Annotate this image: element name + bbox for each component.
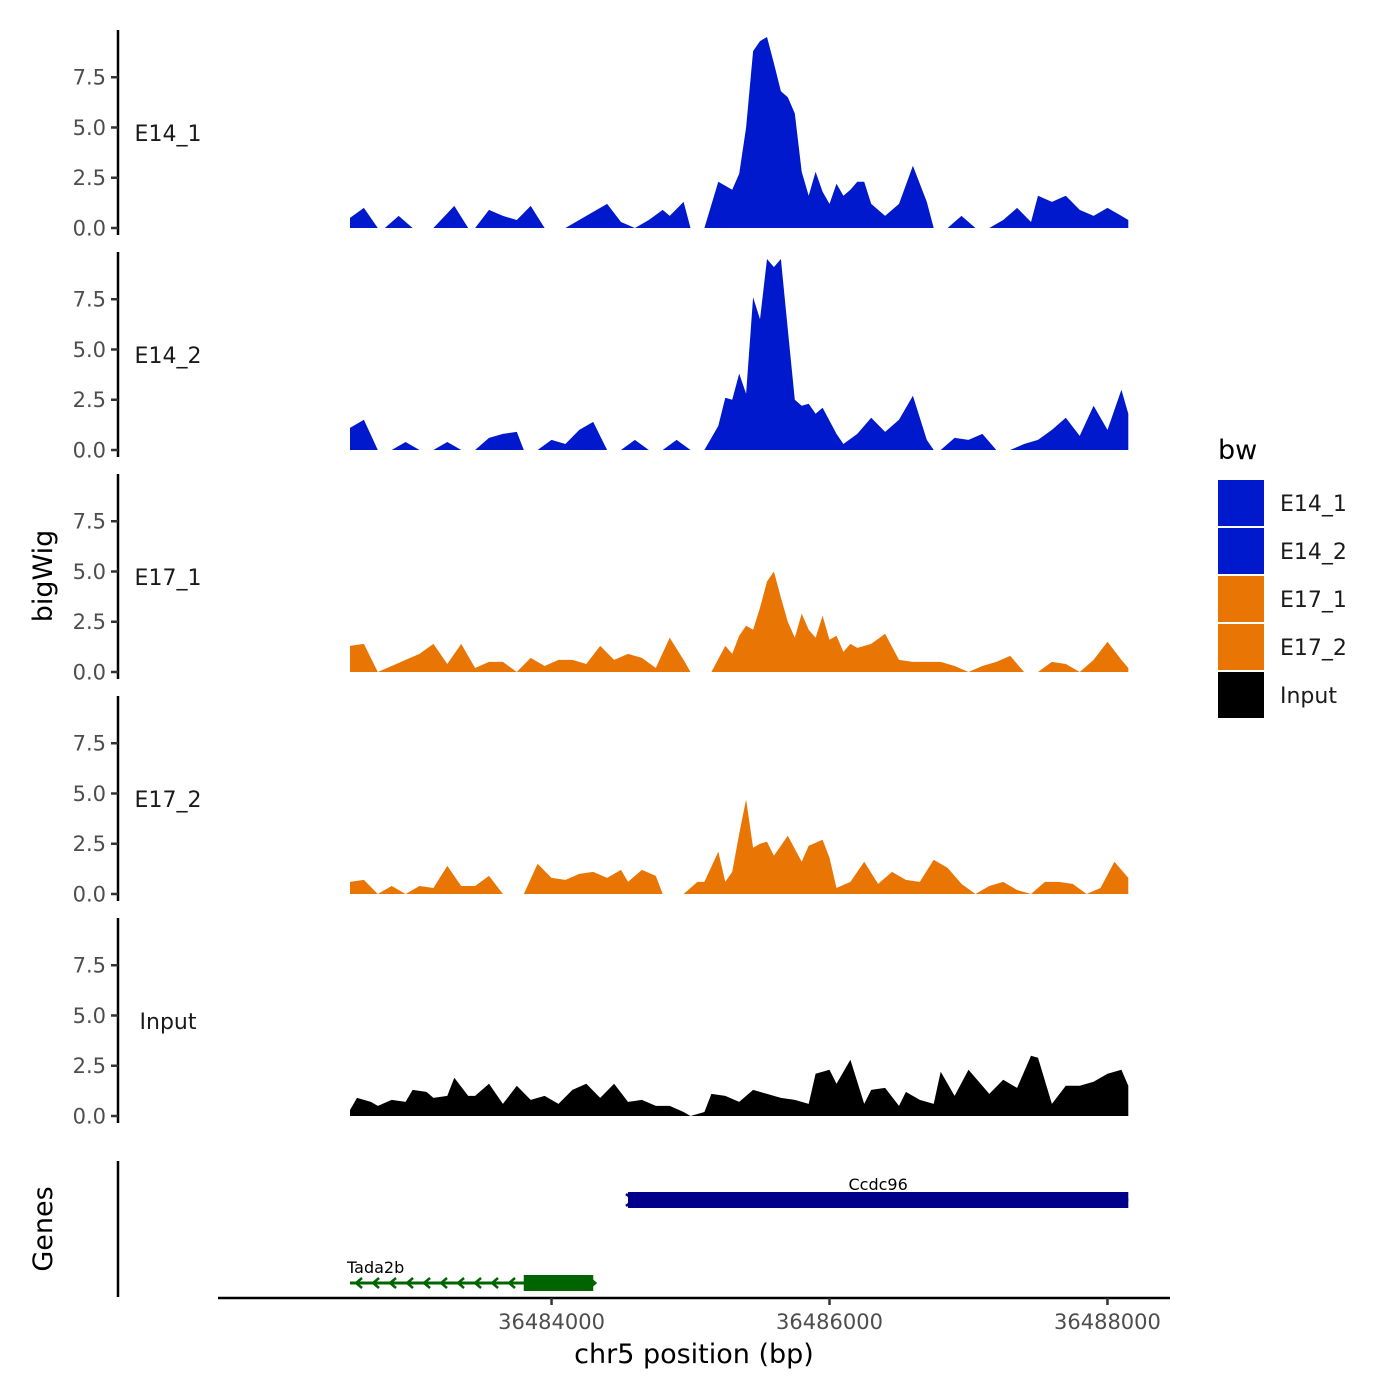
y-tick-label: 2.5	[73, 388, 106, 412]
y-tick-label: 5.0	[73, 116, 106, 140]
y-tick-label: 7.5	[73, 66, 106, 90]
y-axis-title: bigWig	[28, 530, 59, 623]
y-tick-label: 5.0	[73, 560, 106, 584]
legend-label: E14_2	[1280, 540, 1347, 565]
x-tick-label: 36484000	[498, 1310, 605, 1334]
y-tick-label: 2.5	[73, 610, 106, 634]
strand-arrow-icon	[405, 1277, 414, 1289]
gene-label: Tada2b	[346, 1258, 404, 1277]
y-tick-label: 5.0	[73, 338, 106, 362]
y-tick-label: 7.5	[73, 510, 106, 534]
axes: 36484000 36486000 36488000	[116, 1161, 1170, 1334]
y-tick-label: 0.0	[73, 1105, 106, 1129]
gene-end-mark	[587, 1276, 598, 1290]
legend-title: bw	[1218, 435, 1257, 466]
legend-swatch	[1218, 576, 1264, 622]
strand-arrow-icon	[354, 1277, 363, 1289]
coverage-area	[350, 259, 1129, 450]
track-e17-2: E17_2 0.0 2.5 5.0 7.5	[73, 696, 1129, 907]
legend-label: E14_1	[1280, 492, 1347, 517]
y-tick-label: 7.5	[73, 732, 106, 756]
track-e17-1: E17_1 0.0 2.5 5.0 7.5	[73, 474, 1129, 685]
y-tick-label: 7.5	[73, 288, 106, 312]
gene-ccdc96: Ccdc96	[625, 1175, 1129, 1208]
legend-swatch	[1218, 624, 1264, 670]
track-label: E14_2	[135, 344, 202, 369]
track-label: Input	[140, 1010, 197, 1035]
strand-arrow-icon	[422, 1277, 431, 1289]
y-tick-label: 2.5	[73, 832, 106, 856]
coverage-tracks: E14_1 0.0 2.5 5.0 7.5 E14_2 0.0 2.5 5.0 7.5 E17_1 0…	[73, 30, 1129, 1129]
gene-tada2b: Tada2b	[346, 1258, 598, 1291]
strand-arrow-icon	[473, 1277, 482, 1289]
gene-label: Ccdc96	[849, 1175, 908, 1194]
track-label: E17_1	[135, 566, 202, 591]
x-tick-label: 36486000	[776, 1310, 883, 1334]
y-tick-label: 0.0	[73, 439, 106, 463]
gene-exon-block	[627, 1192, 1129, 1208]
strand-arrow-icon	[388, 1277, 397, 1289]
track-input: Input 0.0 2.5 5.0 7.5	[73, 918, 1129, 1129]
legend: E14_1 E14_2 E17_1 E17_2 Input	[1218, 480, 1347, 718]
strand-arrow-icon	[456, 1277, 465, 1289]
strand-arrow-icon	[507, 1277, 516, 1289]
gene-track: Tada2b Ccdc96	[346, 1175, 1129, 1291]
x-axis-title: chr5 position (bp)	[574, 1339, 814, 1370]
y-tick-label: 2.5	[73, 166, 106, 190]
y-tick-label: 7.5	[73, 954, 106, 978]
gene-exon-block	[523, 1275, 594, 1291]
legend-label: Input	[1280, 684, 1337, 709]
y-tick-label: 0.0	[73, 661, 106, 685]
y-tick-label: 5.0	[73, 1004, 106, 1028]
strand-arrow-icon	[439, 1277, 448, 1289]
legend-swatch	[1218, 528, 1264, 574]
track-label: E17_2	[135, 788, 202, 813]
y-tick-label: 2.5	[73, 1054, 106, 1078]
x-tick-label: 36488000	[1054, 1310, 1161, 1334]
coverage-area	[350, 1055, 1129, 1116]
coverage-area	[350, 799, 1129, 894]
track-e14-2: E14_2 0.0 2.5 5.0 7.5	[73, 252, 1129, 463]
track-label: E14_1	[135, 122, 202, 147]
gene-axis-title: Genes	[28, 1186, 59, 1271]
legend-label: E17_1	[1280, 588, 1347, 613]
legend-swatch	[1218, 480, 1264, 526]
legend-label: E17_2	[1280, 636, 1347, 661]
strand-arrow-icon	[625, 1193, 637, 1207]
strand-arrow-icon	[490, 1277, 499, 1289]
y-tick-label: 5.0	[73, 782, 106, 806]
coverage-area	[350, 37, 1129, 228]
y-tick-label: 0.0	[73, 217, 106, 241]
y-tick-label: 0.0	[73, 883, 106, 907]
track-e14-1: E14_1 0.0 2.5 5.0 7.5	[73, 30, 1129, 241]
legend-swatch	[1218, 672, 1264, 718]
strand-arrow-icon	[371, 1277, 380, 1289]
coverage-area	[350, 571, 1129, 672]
